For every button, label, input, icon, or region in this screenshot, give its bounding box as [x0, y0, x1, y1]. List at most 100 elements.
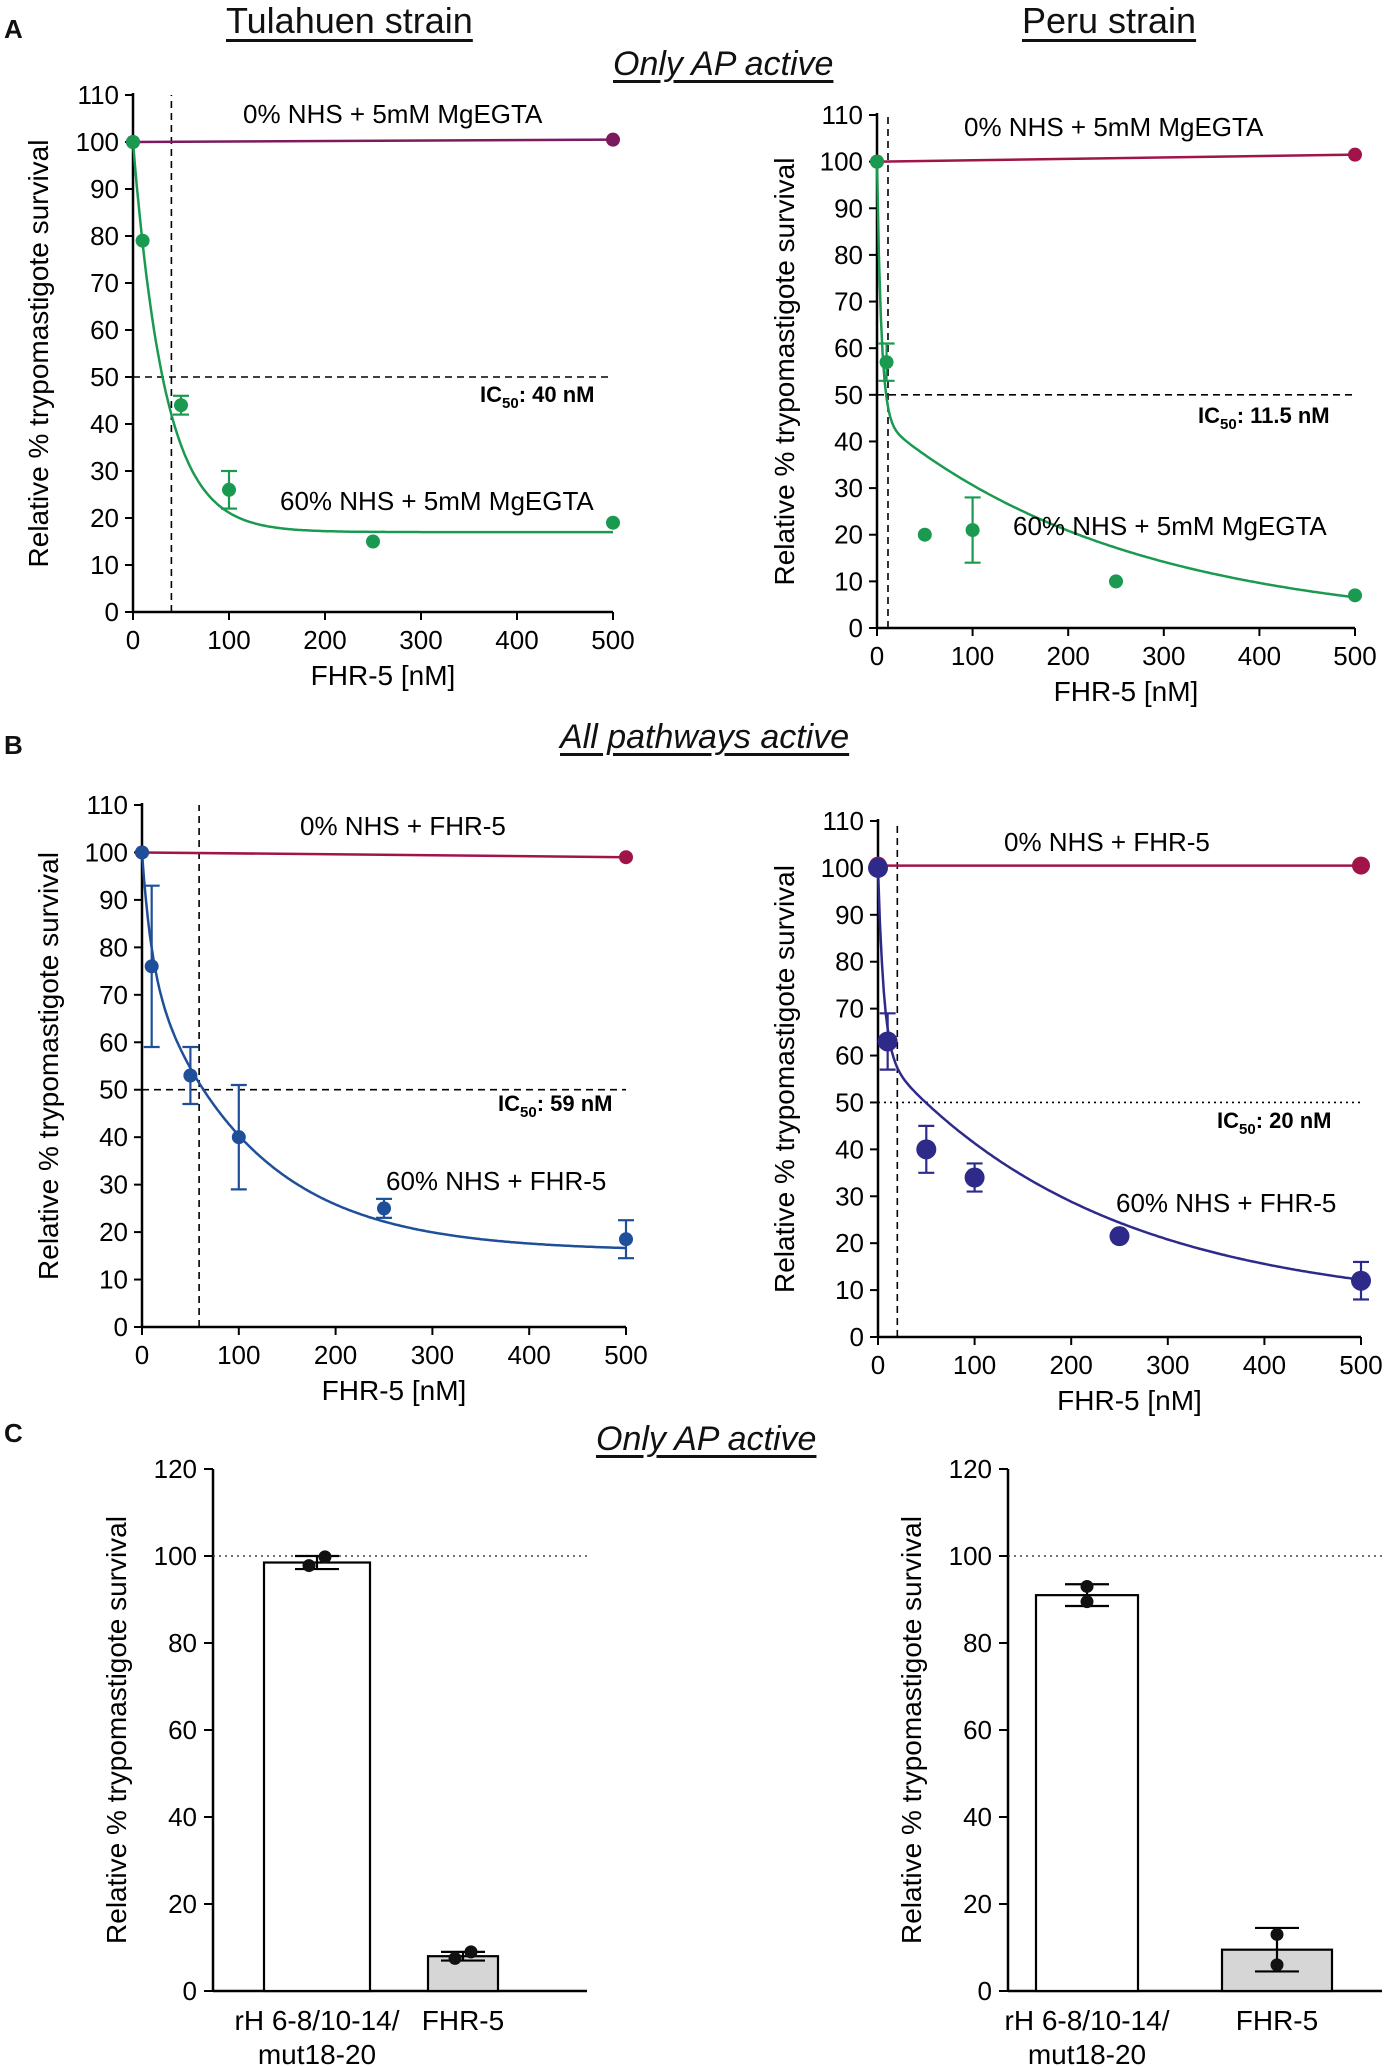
x-tick-label: 200: [303, 625, 346, 655]
y-tick-label: 30: [834, 473, 863, 503]
y-tick-label: 0: [850, 1322, 864, 1352]
data-point: [868, 857, 888, 878]
ic50-label: IC50: 59 nM: [498, 1091, 612, 1121]
x-tick-label: 500: [1333, 641, 1376, 671]
series-label: 0% NHS + 5mM MgEGTA: [964, 112, 1264, 142]
data-point: [126, 135, 140, 149]
y-tick-label: 100: [821, 853, 864, 883]
series-label: 0% NHS + FHR-5: [300, 811, 506, 841]
data-point: [222, 482, 236, 497]
y-tick-label: 60: [90, 315, 119, 345]
data-point: [448, 1951, 462, 1965]
panel-label-a: A: [4, 14, 23, 44]
data-point: [964, 1167, 985, 1188]
data-point: [1109, 574, 1123, 589]
y-tick-label: 80: [834, 240, 863, 270]
data-point: [135, 233, 150, 248]
y-tick-label: 70: [835, 994, 864, 1024]
chart-b-tulahuen: 0 10 20 30 40 50 60 70 80 90 100 110 0 100 200 300 400 50…: [33, 790, 648, 1406]
header-peru-strain: Peru strain: [1022, 0, 1197, 41]
y-tick-label: 90: [99, 885, 128, 915]
y-tick-label: 10: [835, 1275, 864, 1305]
x-tick-label: 0: [126, 625, 140, 655]
y-tick-label: 110: [78, 80, 119, 110]
y-tick-label: 80: [835, 947, 864, 977]
y-tick-label: 60: [835, 1041, 864, 1071]
data-point: [231, 1130, 246, 1145]
y-tick-label: 110: [87, 790, 128, 820]
y-tick-label: 40: [168, 1802, 197, 1832]
y-tick-label: 100: [76, 127, 119, 157]
data-point: [606, 515, 620, 530]
data-point: [1080, 1579, 1094, 1593]
x-tick-label: 100: [207, 625, 250, 655]
y-tick-label: 20: [835, 1228, 864, 1258]
data-point: [144, 959, 159, 974]
y-tick-label: 10: [99, 1265, 128, 1295]
y-tick-label: 100: [85, 837, 128, 867]
y-tick-label: 20: [90, 503, 119, 533]
data-point: [464, 1945, 478, 1959]
y-tick-label: 100: [949, 1541, 992, 1571]
data-point: [377, 1201, 391, 1216]
x-tick-label: 400: [1238, 641, 1281, 671]
chart-a-tulahuen: 0 10 20 30 40 50 60 70 80 90 100 110 0 100 200 300 400 50…: [23, 80, 635, 691]
y-tick-label: 50: [834, 380, 863, 410]
y-tick-label: 40: [90, 409, 119, 439]
data-point: [174, 398, 188, 413]
header-tulahuen-strain: Tulahuen strain: [226, 0, 473, 41]
x-tick-label: 0: [870, 641, 884, 671]
y-tick-label: 80: [168, 1628, 197, 1658]
data-point: [619, 1232, 633, 1247]
x-tick-label: 0: [135, 1340, 149, 1370]
panel-label-c: C: [4, 1418, 23, 1448]
series-label: 60% NHS + 5mM MgEGTA: [1013, 511, 1327, 541]
y-axis-title: Relative % trypomastigote survival: [101, 1516, 132, 1944]
ic50-label: IC50: 20 nM: [1217, 1108, 1331, 1138]
y-tick-label: 0: [114, 1312, 128, 1342]
x-tick-label: 500: [604, 1340, 647, 1370]
x-axis-title: FHR-5 [nM]: [1057, 1385, 1202, 1416]
data-point: [965, 523, 980, 538]
data-point: [366, 534, 380, 549]
chart-a-peru: 0 10 20 30 40 50 60 70 80 90 100 110 0 100 200 300 400 50…: [769, 100, 1377, 707]
y-tick-label: 120: [154, 1454, 197, 1484]
x-tick-label: 200: [1050, 1350, 1093, 1380]
chart-b-peru: 0 10 20 30 40 50 60 70 80 90 100 110 0 100 200 300 400 50…: [769, 806, 1383, 1416]
data-point: [1348, 147, 1362, 162]
y-tick-label: 40: [834, 426, 863, 456]
data-point: [183, 1068, 198, 1083]
series-label: 0% NHS + FHR-5: [1004, 827, 1210, 857]
data-point: [877, 1031, 898, 1052]
data-point: [1352, 856, 1370, 875]
y-tick-label: 50: [99, 1075, 128, 1105]
data-point: [917, 527, 932, 542]
x-tick-label: 300: [399, 625, 442, 655]
y-tick-label: 50: [835, 1087, 864, 1117]
y-tick-label: 20: [963, 1889, 992, 1919]
y-tick-label: 60: [99, 1027, 128, 1057]
y-tick-label: 30: [90, 456, 119, 486]
series-label: 0% NHS + 5mM MgEGTA: [243, 99, 543, 129]
x-axis-title: FHR-5 [nM]: [311, 660, 456, 691]
data-point: [619, 850, 633, 865]
x-tick-label: 100: [953, 1350, 996, 1380]
x-axis-title: FHR-5 [nM]: [1054, 676, 1199, 707]
fit-curve-control: [141, 851, 627, 859]
y-tick-label: 20: [168, 1889, 197, 1919]
x-tick-label: 300: [411, 1340, 454, 1370]
y-tick-label: 40: [963, 1802, 992, 1832]
y-tick-label: 0: [849, 613, 863, 643]
data-point: [870, 154, 884, 169]
data-point: [879, 355, 894, 370]
x-tick-label: 400: [495, 625, 538, 655]
section-title-b: All pathways active: [560, 718, 850, 756]
x-tick-label: 100: [951, 641, 994, 671]
y-tick-label: 40: [99, 1122, 128, 1152]
y-tick-label: 100: [820, 147, 863, 177]
data-point: [1080, 1595, 1094, 1609]
chart-c-peru: 0 20 40 60 80 100 120 Relative % trypomastigote…: [896, 1454, 1382, 2067]
x-tick-label: 400: [1243, 1350, 1286, 1380]
panel-label-b: B: [4, 730, 23, 760]
x-tick-label: 500: [1339, 1350, 1382, 1380]
